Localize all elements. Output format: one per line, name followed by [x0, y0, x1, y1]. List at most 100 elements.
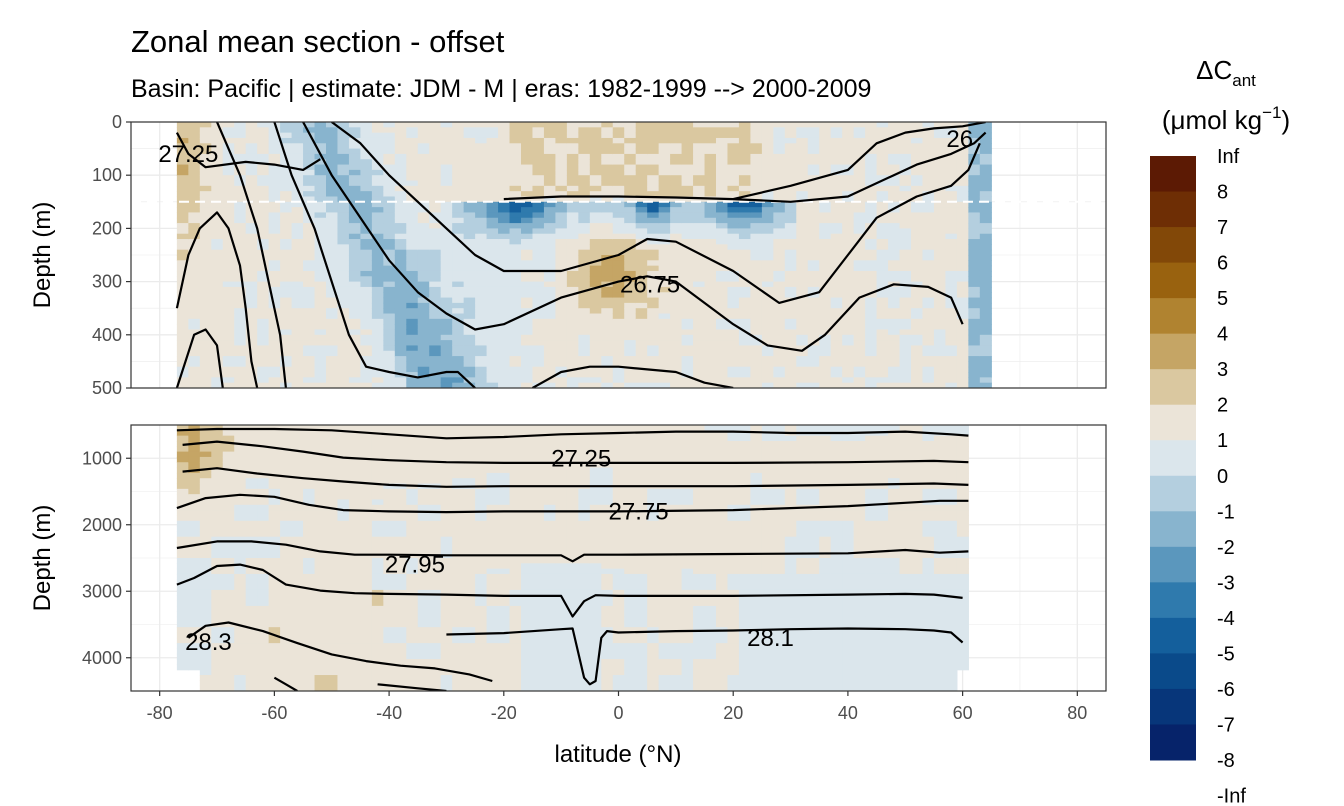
contour-cell	[360, 292, 373, 299]
contour-cell	[968, 244, 981, 251]
contour-cell	[429, 143, 442, 150]
contour-cell	[670, 212, 683, 219]
contour-cell	[371, 334, 384, 341]
contour-cell	[257, 680, 270, 687]
contour-cell	[933, 239, 947, 245]
contour-cell	[314, 137, 327, 144]
contour-cell	[326, 611, 339, 618]
contour-cell	[417, 643, 430, 650]
contour-cell	[348, 329, 362, 336]
contour-cell	[188, 191, 201, 198]
contour-cell	[750, 217, 763, 224]
contour-cell	[176, 356, 189, 362]
contour-cell	[521, 366, 534, 373]
contour-cell	[807, 308, 820, 315]
contour-cell	[314, 605, 327, 612]
contour-cell	[176, 223, 189, 229]
contour-cell	[337, 137, 350, 144]
contour-cell	[498, 201, 511, 208]
contour-cell	[394, 579, 407, 586]
contour-cell	[429, 148, 442, 155]
contour-cell	[509, 302, 522, 309]
contour-cell	[429, 467, 442, 474]
contour-cell	[968, 217, 981, 224]
contour-cell	[337, 547, 350, 554]
contour-cell	[761, 185, 774, 192]
contour-cell	[211, 510, 224, 517]
contour-cell	[429, 239, 442, 245]
contour-cell	[796, 308, 809, 315]
contour-cell	[589, 281, 602, 288]
contour-cell	[268, 664, 281, 671]
contour-cell	[280, 685, 293, 691]
contour-cell	[842, 148, 855, 155]
contour-cell	[268, 446, 281, 453]
contour-cell	[360, 643, 373, 650]
contour-cell	[245, 659, 258, 665]
contour-cell	[245, 382, 258, 388]
contour-cell	[738, 159, 752, 166]
contour-cell	[807, 281, 820, 288]
contour-cell	[371, 270, 384, 277]
contour-cell	[911, 270, 924, 277]
contour-cell	[647, 382, 660, 388]
contour-cell	[761, 164, 774, 171]
contour-cell	[440, 308, 453, 315]
contour-cell	[612, 153, 625, 160]
contour-cell	[624, 132, 637, 139]
contour-cell	[853, 148, 866, 155]
contour-cell	[429, 653, 442, 660]
contour-cell	[452, 653, 465, 660]
contour-cell	[406, 653, 419, 660]
contour-cell	[234, 143, 247, 150]
contour-cell	[452, 281, 465, 288]
contour-cell	[337, 318, 350, 325]
contour-cell	[589, 207, 602, 214]
contour-cell	[670, 148, 683, 155]
contour-cell	[360, 547, 373, 554]
contour-cell	[612, 127, 625, 134]
contour-cell	[280, 425, 293, 431]
contour-cell	[670, 366, 683, 373]
contour-cell	[360, 669, 373, 676]
contour-cell	[268, 488, 281, 495]
contour-cell	[635, 265, 648, 272]
contour-cell	[394, 494, 407, 501]
contour-cell	[222, 372, 235, 378]
contour-cell	[291, 212, 304, 219]
contour-cell	[589, 270, 602, 277]
contour-cell	[234, 132, 247, 139]
contour-cell	[475, 169, 488, 176]
contour-cell	[348, 526, 362, 532]
contour-cell	[475, 659, 488, 665]
contour-cell	[371, 164, 384, 171]
contour-cell	[245, 675, 258, 681]
contour-cell	[383, 515, 396, 522]
contour-cell	[945, 143, 958, 150]
contour-cell	[337, 611, 350, 618]
contour-cell	[784, 329, 797, 336]
contour-cell	[452, 478, 465, 485]
contour-cell	[337, 153, 350, 160]
contour-cell	[303, 122, 316, 128]
contour-cell	[429, 504, 442, 511]
contour-cell	[234, 212, 247, 219]
contour-cell	[337, 605, 350, 612]
contour-cell	[601, 132, 614, 139]
contour-cell	[658, 286, 671, 293]
contour-cell	[658, 356, 671, 362]
contour-cell	[257, 531, 270, 538]
contour-cell	[440, 169, 453, 176]
contour-cell	[463, 201, 476, 208]
contour-cell	[796, 318, 809, 325]
contour-cell	[876, 324, 889, 331]
contour-cell	[280, 589, 293, 596]
contour-cell	[945, 308, 958, 315]
contour-cell	[819, 217, 832, 224]
contour-cell	[566, 175, 579, 182]
contour-cell	[199, 159, 212, 166]
contour-cell	[635, 132, 648, 139]
contour-cell	[761, 297, 774, 304]
contour-cell	[463, 600, 476, 607]
contour-cell	[888, 228, 901, 235]
